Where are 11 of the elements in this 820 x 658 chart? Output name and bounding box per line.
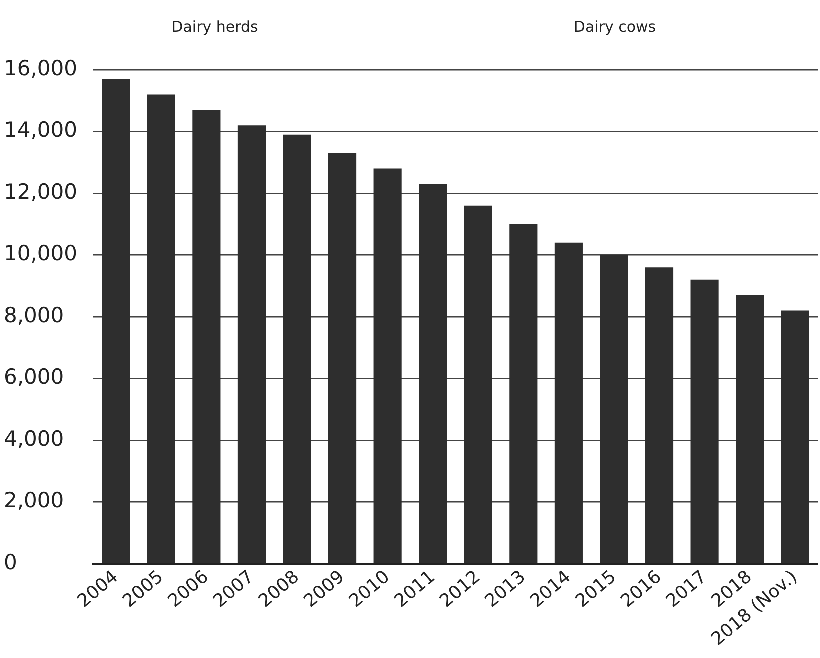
text: Dairy cows <box>574 18 656 36</box>
y-tick-label: 6,000 <box>4 365 64 390</box>
y-tick-label: 14,000 <box>4 118 78 142</box>
y-tick-label: 2,000 <box>4 488 64 513</box>
y-tick-label: 0 <box>4 550 18 574</box>
y-tick-label: 4,000 <box>4 426 64 451</box>
y-tick-label: 12,000 <box>4 180 78 204</box>
chart-title: Dairy herds <box>172 18 259 36</box>
y-tick-label: 16,000 <box>4 56 78 80</box>
y-tick-label: 10,000 <box>4 242 78 266</box>
y-tick-label: 8,000 <box>4 303 64 328</box>
